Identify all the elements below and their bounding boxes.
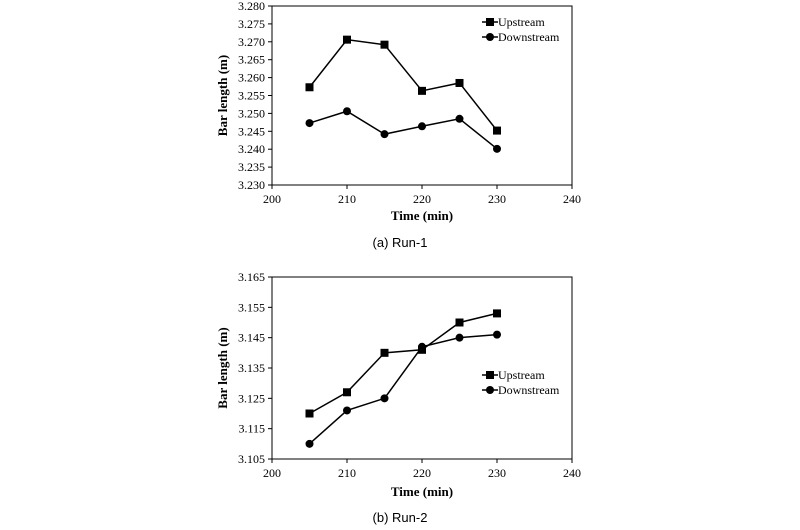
legend-circle-marker <box>486 33 494 41</box>
y-tick-label: 3.240 <box>238 142 265 156</box>
y-tick-label: 3.275 <box>238 17 265 31</box>
data-point-square <box>493 126 501 135</box>
x-tick-label: 220 <box>413 192 431 206</box>
data-point-square <box>305 409 314 418</box>
y-tick-label: 3.280 <box>238 0 265 13</box>
x-tick-label: 240 <box>563 466 581 480</box>
y-tick-label: 3.265 <box>238 53 265 67</box>
data-point-circle <box>343 406 351 415</box>
data-point-circle <box>343 107 351 116</box>
data-point-square <box>305 83 314 92</box>
data-point-circle <box>418 342 426 351</box>
y-axis-label: Bar length (m) <box>215 327 230 408</box>
y-tick-label: 3.135 <box>238 361 265 375</box>
y-tick-label: 3.260 <box>238 71 265 85</box>
data-point-square <box>343 388 351 397</box>
series-line <box>309 110 498 150</box>
y-tick-label: 3.255 <box>238 89 265 103</box>
panel-caption: (a) Run-1 <box>373 235 428 250</box>
data-point-square <box>418 86 426 95</box>
x-axis-label: Time (min) <box>391 208 453 223</box>
y-tick-label: 3.125 <box>238 391 265 405</box>
x-tick-label: 240 <box>563 192 581 206</box>
data-point-circle <box>455 333 464 342</box>
x-tick-label: 210 <box>338 466 356 480</box>
y-tick-label: 3.230 <box>238 178 265 192</box>
series-upstream <box>305 309 501 418</box>
data-point-square <box>455 78 464 87</box>
data-point-circle <box>493 330 501 339</box>
legend-label: Downstream <box>498 383 560 397</box>
data-point-circle <box>380 130 389 139</box>
x-tick-label: 230 <box>488 192 506 206</box>
series-downstream <box>305 107 501 153</box>
y-tick-label: 3.155 <box>238 300 265 314</box>
data-point-circle <box>380 394 389 403</box>
data-point-square <box>493 309 501 318</box>
y-tick-label: 3.270 <box>238 35 265 49</box>
y-tick-label: 3.145 <box>238 331 265 345</box>
chart-panel-1: 3.230 3.235 3.240 3.245 3.250 3.255 3.260 3.265… <box>215 0 581 250</box>
y-tick-label: 3.245 <box>238 124 265 138</box>
data-point-circle <box>305 119 314 128</box>
legend-label: Downstream <box>498 30 560 44</box>
series-line <box>308 38 498 132</box>
x-tick-label: 200 <box>263 466 281 480</box>
y-tick-label: 3.165 <box>238 270 265 284</box>
series-downstream <box>305 330 501 448</box>
series-line <box>309 312 498 415</box>
data-point-square <box>380 348 389 357</box>
data-point-circle <box>305 439 314 448</box>
y-tick-label: 3.250 <box>238 106 265 120</box>
x-tick-label: 220 <box>413 466 431 480</box>
x-tick-label: 210 <box>338 192 356 206</box>
chart-panel-2: 3.105 3.115 3.125 3.135 3.145 3.155 3.165 200 21… <box>215 270 581 525</box>
y-axis-label: Bar length (m) <box>215 55 230 136</box>
panel-caption: (b) Run-2 <box>373 510 428 525</box>
data-point-square <box>455 318 464 327</box>
x-axis-label: Time (min) <box>391 484 453 499</box>
series-line <box>309 333 498 445</box>
x-tick-label: 200 <box>263 192 281 206</box>
y-tick-label: 3.235 <box>238 160 265 174</box>
series-upstream <box>305 35 501 135</box>
data-point-square <box>343 35 351 44</box>
legend-square-marker <box>486 18 494 26</box>
legend-circle-marker <box>486 386 494 394</box>
y-tick-label: 3.115 <box>238 422 265 436</box>
legend-label: Upstream <box>498 368 545 382</box>
data-point-circle <box>418 122 426 131</box>
y-tick-label: 3.105 <box>238 452 265 466</box>
data-point-square <box>380 40 389 49</box>
data-point-circle <box>493 144 501 153</box>
legend-square-marker <box>486 371 494 379</box>
x-tick-label: 230 <box>488 466 506 480</box>
data-point-circle <box>455 114 464 123</box>
legend-label: Upstream <box>498 15 545 29</box>
